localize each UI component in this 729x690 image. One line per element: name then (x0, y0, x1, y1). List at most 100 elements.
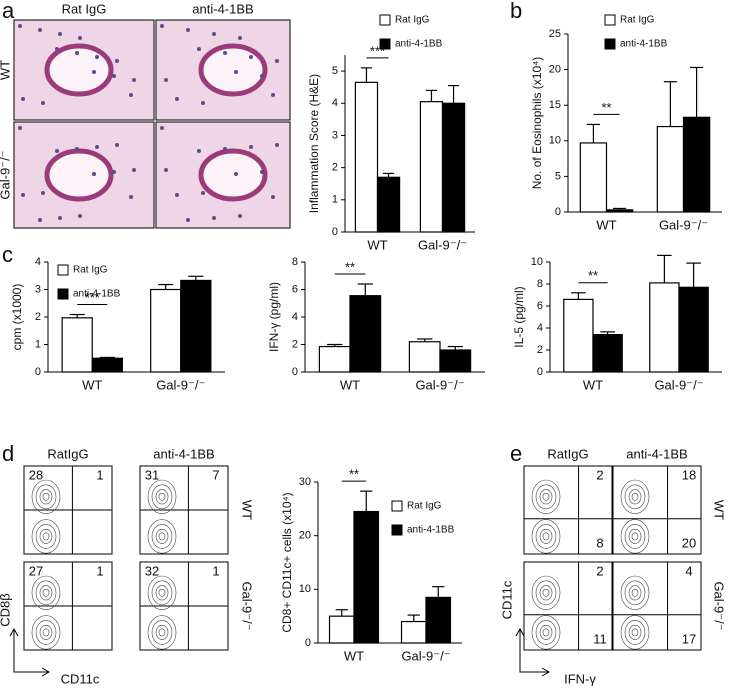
arrow-head (41, 667, 51, 677)
contour (628, 624, 642, 640)
bar (408, 341, 441, 373)
cell (41, 101, 45, 105)
significance-label: *** (85, 290, 100, 305)
quadrant-percent: 32 (145, 563, 159, 578)
cell (95, 145, 99, 149)
quadrant-percent: 1 (212, 563, 219, 578)
arrow-head (541, 667, 551, 677)
x-tick-label: WT (340, 377, 360, 392)
cell (75, 51, 79, 55)
cell (175, 193, 179, 197)
contour (31, 615, 61, 650)
y-tick-label: 2 (35, 311, 41, 323)
cell (112, 74, 116, 78)
flow-plot (612, 561, 702, 651)
cell (197, 149, 201, 153)
bar (439, 349, 472, 373)
column-header: RatIgG (547, 446, 588, 461)
contour (628, 585, 642, 601)
contour (631, 492, 639, 501)
airway (198, 43, 268, 97)
panel-letter: c (2, 242, 13, 267)
flow-e-arrow (519, 630, 548, 673)
contour (620, 479, 650, 514)
x-tick-label: Gal-9⁻/⁻ (418, 237, 467, 252)
cell (129, 93, 133, 97)
quadrant-percent: 1 (96, 563, 103, 578)
cell (186, 28, 190, 32)
contour (151, 484, 173, 510)
column-header: Rat IgG (62, 1, 107, 16)
legend-label: Rat IgG (620, 15, 655, 26)
contour (531, 615, 561, 650)
y-axis-label: CD11c (499, 580, 514, 619)
y-tick-label: 5 (332, 65, 338, 77)
bar (328, 615, 355, 644)
y-tick-label: 6 (537, 300, 543, 312)
quadrant-percent: 8 (596, 535, 603, 550)
bar (61, 317, 93, 373)
cell (95, 55, 99, 59)
cell (275, 143, 279, 147)
contour (531, 479, 561, 514)
cell (58, 32, 62, 36)
y-axis-label: No. of Eosinophils (x10⁴) (530, 57, 544, 190)
contour (147, 479, 177, 514)
cell (164, 168, 168, 172)
contour (158, 532, 166, 541)
bar (592, 334, 623, 373)
cell (132, 78, 136, 82)
y-tick-label: 10 (531, 256, 543, 268)
legend-label: anti-4-1BB (407, 525, 455, 536)
contour (147, 575, 177, 610)
cell (275, 59, 279, 63)
contour (539, 624, 553, 640)
contour (35, 524, 57, 549)
contour (535, 524, 557, 549)
y-tick-label: 3 (35, 283, 41, 295)
cell (38, 218, 42, 222)
y-tick-label: 2 (537, 344, 543, 356)
y-tick-label: 15 (549, 99, 561, 111)
legend-swatch (391, 524, 403, 536)
legend-label: anti-4-1BB (73, 289, 121, 300)
contour (31, 519, 61, 554)
cell (197, 47, 201, 51)
axis-arrows (9, 627, 551, 677)
contour (35, 484, 57, 510)
x-axis-label: CD11c (61, 671, 100, 686)
legend-swatch (57, 288, 69, 300)
contour (535, 484, 557, 510)
y-tick-label: 0 (292, 366, 298, 378)
contour (531, 575, 561, 610)
cell (238, 36, 242, 40)
row-header: Gal-9⁻/⁻ (0, 150, 12, 199)
legend-swatch (57, 264, 69, 276)
y-tick-label: 1 (35, 338, 41, 350)
bar (656, 125, 685, 213)
panel-letter: e (510, 441, 522, 466)
cell (186, 218, 190, 222)
contour (631, 532, 639, 541)
y-axis-label: IL-5 (pg/ml) (512, 286, 526, 347)
airway (44, 43, 114, 97)
contour (624, 484, 646, 510)
cell (55, 47, 59, 51)
x-tick-label: WT (82, 377, 102, 392)
y-tick-label: 4 (537, 322, 543, 334)
contour (35, 580, 57, 606)
cell (115, 59, 119, 63)
contour (31, 575, 61, 610)
cell (234, 172, 238, 176)
quadrant-percent: 2 (596, 563, 603, 578)
cell (201, 191, 205, 195)
cell (212, 216, 216, 220)
legend-label: anti-4-1BB (395, 39, 443, 50)
contour (151, 524, 173, 549)
contour (155, 489, 169, 505)
row-header: WT (712, 500, 727, 520)
y-tick-label: 10 (549, 135, 561, 147)
panel-letter: a (2, 0, 15, 23)
